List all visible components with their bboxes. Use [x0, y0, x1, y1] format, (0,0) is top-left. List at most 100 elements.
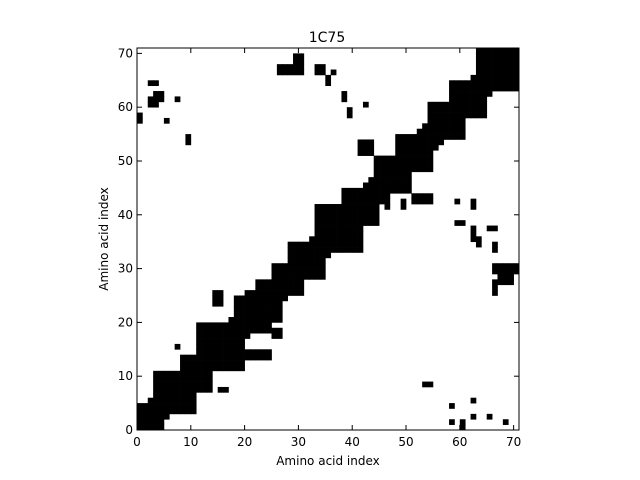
contact-cell	[459, 123, 466, 130]
contact-cell	[180, 354, 186, 361]
contact-cell	[293, 64, 299, 70]
contact-cell	[185, 365, 192, 372]
contact-cell	[470, 413, 477, 420]
contact-cell	[384, 177, 391, 183]
contact-cell	[362, 214, 369, 221]
contact-cell	[443, 117, 450, 124]
contact-cell	[276, 306, 283, 312]
contact-cell	[475, 48, 482, 54]
x-tick-label: 20	[237, 435, 252, 449]
contact-cell	[427, 123, 434, 130]
contact-cell	[137, 424, 143, 431]
contact-cell	[486, 48, 493, 54]
contact-cell	[406, 177, 412, 183]
contact-cell	[185, 139, 192, 146]
contact-cell	[432, 123, 439, 130]
contact-cell	[438, 139, 445, 146]
contact-cell	[346, 230, 353, 237]
contact-cell	[422, 160, 428, 167]
contact-cell	[233, 365, 240, 372]
contact-cell	[449, 128, 455, 135]
contact-cell	[319, 69, 326, 76]
contact-cell	[266, 295, 272, 302]
contact-cell	[142, 403, 149, 409]
contact-cell	[174, 392, 181, 399]
contact-cell	[346, 241, 353, 248]
contact-cell	[201, 370, 208, 377]
contact-cell	[357, 247, 364, 253]
contact-cell	[293, 268, 299, 275]
contact-cell	[158, 370, 165, 377]
contact-cell	[384, 182, 391, 189]
contact-cell	[406, 150, 412, 156]
contact-cell	[325, 74, 332, 81]
contact-cell	[486, 85, 493, 92]
contact-cell	[212, 300, 219, 307]
contact-cell	[201, 333, 208, 339]
contact-cell	[459, 117, 466, 124]
contact-cell	[174, 96, 181, 103]
contact-cell	[513, 268, 520, 275]
contact-cell	[368, 198, 375, 205]
contact-cell	[298, 279, 305, 286]
contact-cell	[271, 273, 278, 280]
contact-cell	[454, 117, 461, 124]
contact-cell	[244, 349, 251, 356]
contact-cell	[276, 317, 283, 323]
contact-cell	[475, 107, 482, 113]
x-tick-label: 40	[345, 435, 360, 449]
contact-cell	[142, 424, 149, 431]
contact-cell	[206, 349, 213, 356]
contact-cell	[233, 317, 240, 323]
contact-cell	[400, 155, 407, 162]
contact-cell	[470, 198, 477, 205]
contact-cell	[249, 295, 256, 302]
contact-cell	[459, 424, 466, 431]
contact-cell	[459, 128, 466, 135]
contact-cell	[502, 80, 509, 87]
contact-cell	[212, 333, 219, 339]
contact-cell	[190, 408, 197, 415]
contact-cell	[384, 198, 391, 205]
contact-cell	[287, 268, 294, 275]
contact-cell	[319, 64, 326, 70]
contact-cell	[325, 214, 332, 221]
contact-cell	[449, 85, 455, 92]
contact-cell	[384, 187, 391, 194]
contact-cell	[357, 230, 364, 237]
contact-cell	[422, 139, 428, 146]
contact-cell	[406, 182, 412, 189]
contact-cell	[502, 53, 509, 60]
contact-cell	[196, 349, 202, 356]
contact-cell	[206, 333, 213, 339]
contact-cell	[475, 64, 482, 70]
contact-cell	[475, 80, 482, 87]
contact-cell	[314, 236, 321, 243]
contact-cell	[196, 343, 202, 350]
contact-cell	[239, 311, 245, 318]
contact-cell	[147, 101, 154, 108]
contact-cell	[298, 69, 305, 76]
contact-cell	[217, 338, 224, 345]
contact-cell	[282, 69, 288, 76]
contact-cell	[314, 247, 321, 253]
contact-cell	[384, 155, 391, 162]
contact-cell	[190, 376, 197, 382]
contact-cell	[201, 365, 208, 372]
contact-cell	[319, 230, 326, 237]
contact-cell	[497, 58, 504, 65]
contact-cell	[427, 117, 434, 124]
contact-cell	[357, 236, 364, 243]
contact-cell	[368, 144, 375, 151]
contact-cell	[443, 107, 450, 113]
contact-cell	[196, 370, 202, 377]
contact-cell	[475, 53, 482, 60]
contact-cell	[180, 386, 186, 393]
contact-cell	[497, 48, 504, 54]
contact-cell	[352, 193, 358, 199]
contact-cell	[153, 413, 159, 420]
contact-cell	[147, 403, 154, 409]
contact-cell	[293, 247, 299, 253]
contact-cell	[137, 408, 143, 415]
